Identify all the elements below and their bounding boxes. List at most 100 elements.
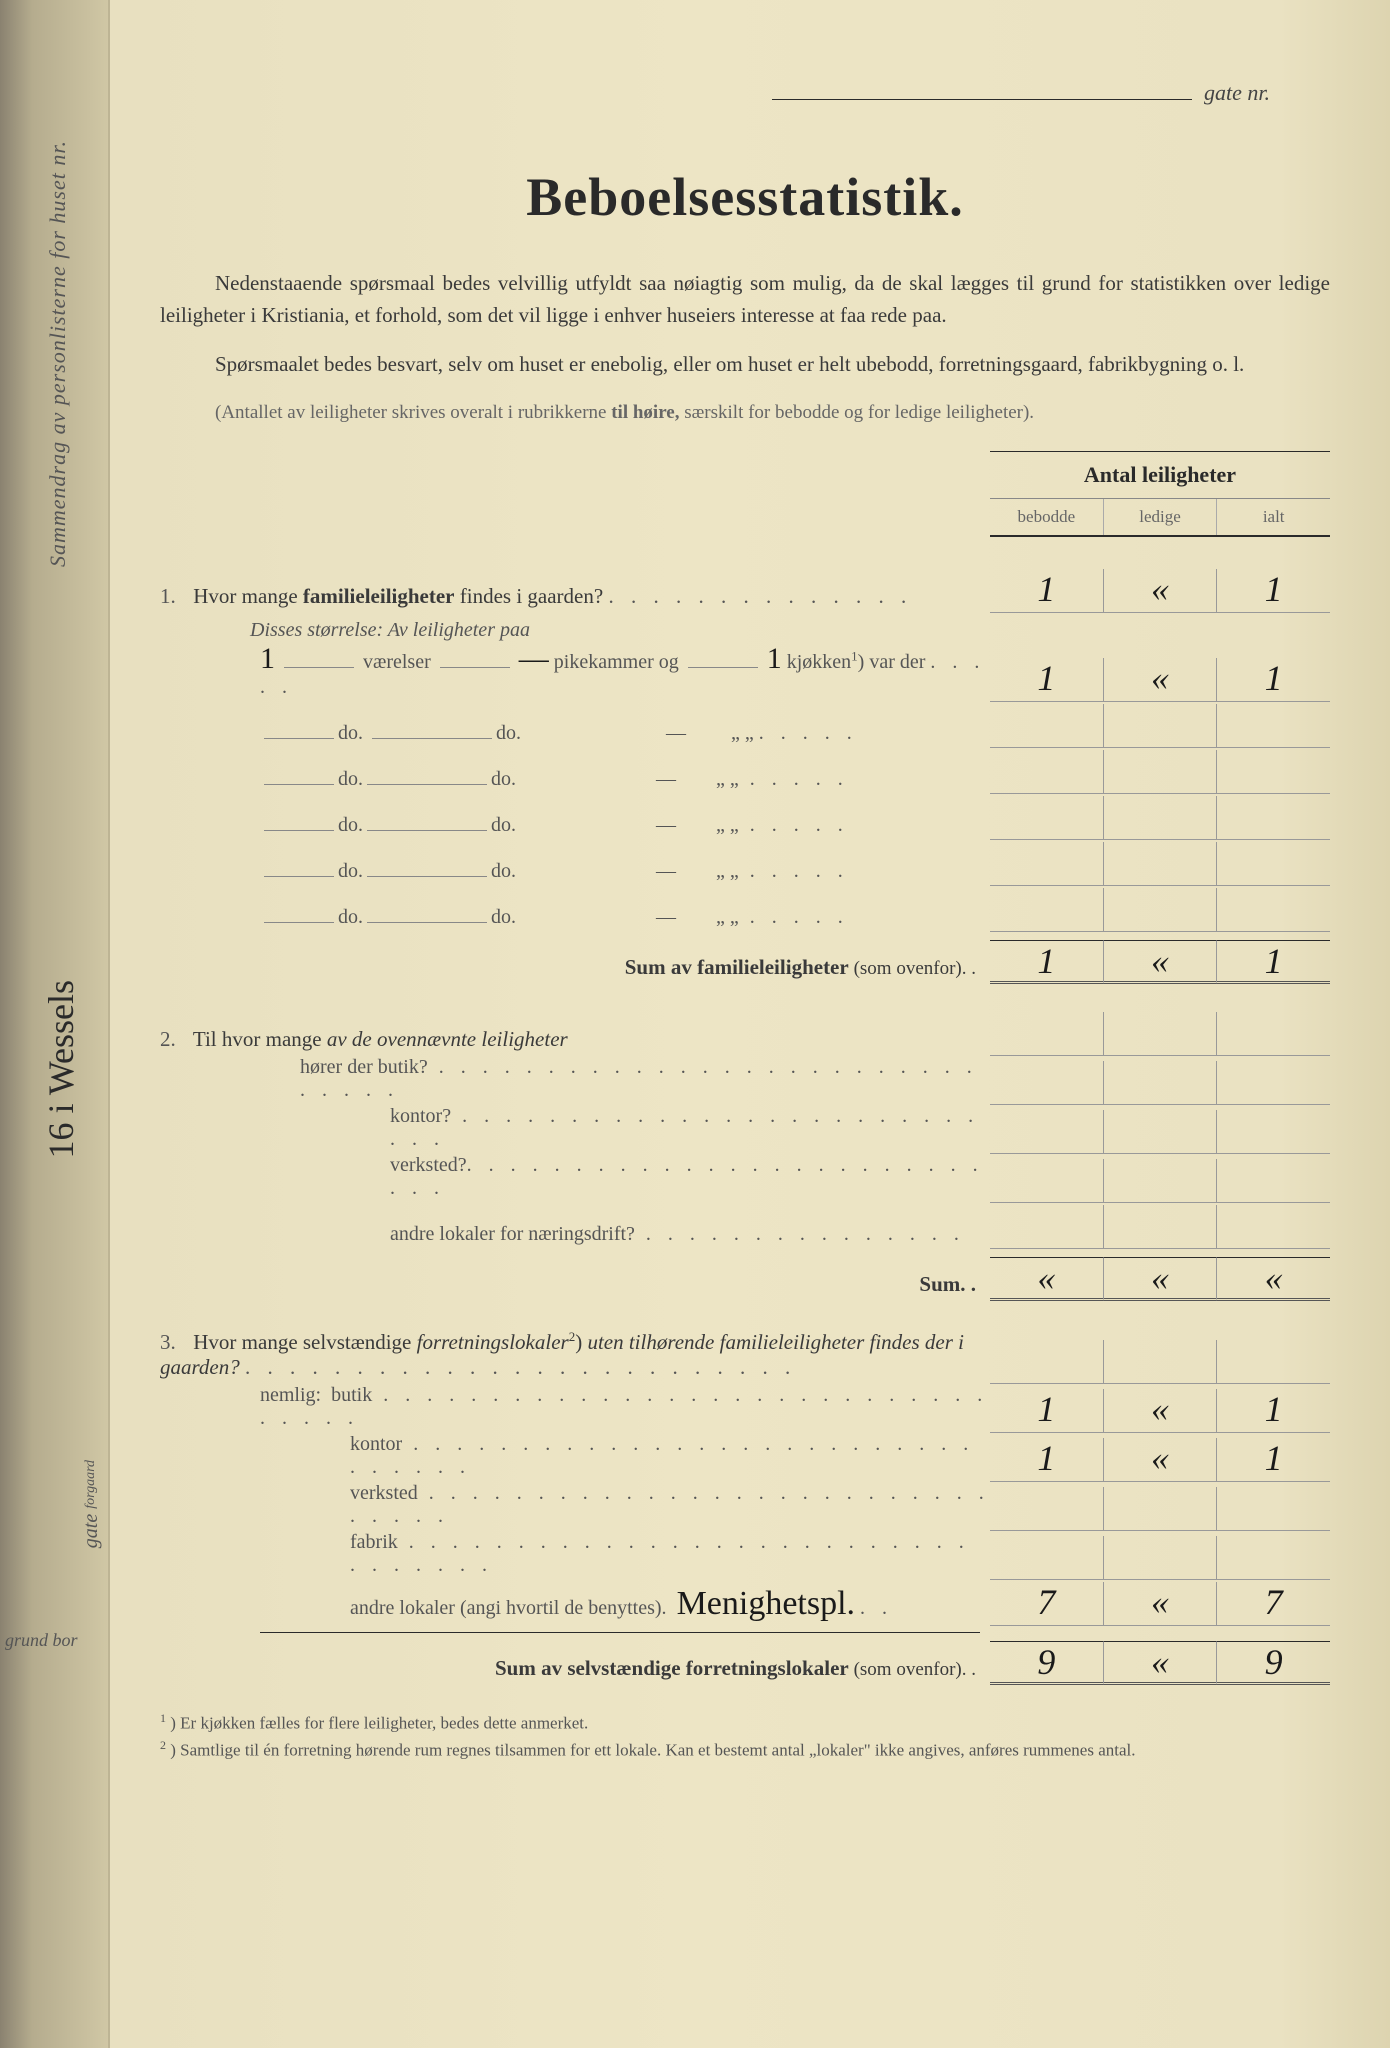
q2-line4: andre lokaler for næringsdrift? . . . . … <box>160 1203 1330 1249</box>
q2-l1: hører der butik? <box>300 1056 428 1078</box>
gate-blank <box>772 99 1192 100</box>
q2-sv2: « <box>1104 1257 1218 1301</box>
do: do. <box>338 722 363 744</box>
col-ialt: ialt <box>1217 499 1330 535</box>
q3-l1: nemlig: butik . . . . . . . . . . . . . … <box>160 1384 1330 1433</box>
q1-d1-v3: 1 <box>1217 658 1330 702</box>
q1-row: 1. Hvor mange familieleiligheter findes … <box>160 569 1330 613</box>
q2-l2: kontor? <box>390 1105 451 1127</box>
q3-l5-hand: Menighetspl. <box>677 1585 855 1623</box>
q3-row: 3. Hvor mange selvstændige forretningslo… <box>160 1329 1330 1384</box>
q1-num: 1. <box>160 584 188 609</box>
q3-sum-bold: selvstændige forretningslokaler <box>567 1656 848 1680</box>
q1-d1-v1: 1 <box>990 658 1104 702</box>
spine-forgaard: forgaard <box>83 1460 98 1509</box>
intro-para-2: Spørsmaalet bedes besvart, selv om huset… <box>160 349 1330 381</box>
intro-para-1: Nedenstaaende spørsmaal bedes velvillig … <box>160 268 1330 331</box>
q2-line1: hører der butik? . . . . . . . . . . . .… <box>160 1056 1330 1105</box>
q2-sv3: « <box>1217 1257 1330 1301</box>
q1-do-row: do.do.—„ „ . . . . . <box>160 886 1330 932</box>
q3-l3: verksted . . . . . . . . . . . . . . . .… <box>160 1482 1330 1531</box>
hand-3: 1 <box>767 642 782 676</box>
q1-b: findes i gaarden? <box>460 584 603 608</box>
q2-line2: kontor? . . . . . . . . . . . . . . . . … <box>160 1105 1330 1154</box>
q3-sv1: 9 <box>990 1641 1104 1685</box>
q3-sv3: 9 <box>1217 1641 1330 1685</box>
table-area: Antal leiligheter bebodde ledige ialt 1.… <box>160 451 1330 1763</box>
q2-sv1: « <box>990 1257 1104 1301</box>
q3-l1v2: « <box>1104 1389 1218 1433</box>
spine-text-printed: Sammendrag av personlisterne for huset n… <box>45 140 71 567</box>
q1-cells: 1 « 1 <box>990 569 1330 613</box>
q2-a: Til hvor mange <box>193 1027 327 1051</box>
gate-nr-label: gate nr. <box>1204 80 1270 105</box>
q3-a: Hvor mange selvstændige <box>193 1330 416 1354</box>
q3-l1v1: 1 <box>990 1389 1104 1433</box>
q1-sum-paren: (som ovenfor). . <box>854 958 976 979</box>
q3-sum-text: Sum av selvstændige forretningslokaler (… <box>160 1656 990 1685</box>
q2-sum-text: Sum. . <box>160 1272 990 1301</box>
q3-b: ) <box>575 1330 587 1354</box>
q3-butik: butik <box>331 1384 372 1406</box>
q2-num: 2. <box>160 1027 188 1052</box>
q2-sum-row: Sum. . « « « <box>160 1257 1330 1301</box>
q1-sv2: « <box>1104 940 1218 984</box>
hand-1: 1 <box>260 642 275 676</box>
col-bebodde: bebodde <box>990 499 1104 535</box>
page-title: Beboelsesstatistik. <box>160 166 1330 228</box>
q1-do-row: do.do.—„ „ . . . . . <box>160 794 1330 840</box>
q1-do-row: do.do.—„ „ . . . . . <box>160 748 1330 794</box>
q1-v3: 1 <box>1217 569 1330 613</box>
blank <box>688 667 758 668</box>
q3-l5v3: 7 <box>1217 1582 1330 1626</box>
intro3-bold: til høire, <box>611 402 679 423</box>
pikekammer: pikekammer og <box>554 651 679 673</box>
blank <box>440 667 510 668</box>
q2-italic: av de ovennævnte leiligheter <box>327 1027 568 1051</box>
nemlig: nemlig: <box>260 1384 321 1406</box>
q3-l5v2: « <box>1104 1582 1218 1626</box>
q3-verksted: verksted <box>350 1482 418 1504</box>
q3-andre: andre lokaler (angi hvortil de benyttes)… <box>350 1597 667 1619</box>
q3-italic: forretningslokaler <box>417 1330 569 1354</box>
col-ledige: ledige <box>1104 499 1218 535</box>
q3-sum-a: Sum av <box>495 1656 567 1680</box>
footnote-2: 2 ) Samtlige til én forretning hørende r… <box>160 1736 1330 1763</box>
spine-handwritten: 16 i Wessels <box>40 980 82 1158</box>
q3-kontor: kontor <box>350 1433 402 1455</box>
hand-2: — <box>519 642 549 676</box>
q3-num: 3. <box>160 1330 188 1355</box>
q2-line3: verksted?. . . . . . . . . . . . . . . .… <box>160 1154 1330 1203</box>
q1-d1-text: 1 værelser — pikekammer og 1 kjøkken1) v… <box>160 642 990 702</box>
intro3-a: (Antallet av leiligheter skrives overalt… <box>215 402 611 423</box>
q1-sum-row: Sum av familieleiligheter (som ovenfor).… <box>160 940 1330 984</box>
q2-row: 2. Til hvor mange av de ovennævnte leili… <box>160 1012 1330 1056</box>
spine-text2: gate forgaard <box>80 1460 103 1548</box>
var-der: ) var der <box>858 651 926 673</box>
q3-sum-paren: (som ovenfor). . <box>854 1659 976 1680</box>
q3-l2v3: 1 <box>1217 1438 1330 1482</box>
q1-do-row: do. do. — „ „ . . . . . <box>160 702 1330 748</box>
q1-detail-1: 1 værelser — pikekammer og 1 kjøkken1) v… <box>160 642 1330 702</box>
vaerelser: værelser <box>363 651 431 673</box>
fn2-text: ) Samtlige til én forretning hørende rum… <box>170 1741 1135 1760</box>
q3-sum-row: Sum av selvstændige forretningslokaler (… <box>160 1641 1330 1685</box>
q3-l2v1: 1 <box>990 1438 1104 1482</box>
document-page: Sammendrag av personlisterne for huset n… <box>0 0 1390 2048</box>
page-content: gate nr. Beboelsesstatistik. Nedenstaaen… <box>160 80 1330 1763</box>
intro3-b: særskilt for bebodde og for ledige leili… <box>684 402 1034 423</box>
footnotes: 1 ) Er kjøkken fælles for flere leilighe… <box>160 1709 1330 1763</box>
col-header-title: Antal leiligheter <box>990 451 1330 499</box>
dash: — <box>666 722 686 744</box>
q1-subintro: Disses størrelse: Av leiligheter paa <box>160 619 1330 642</box>
column-header: Antal leiligheter bebodde ledige ialt <box>990 451 1330 537</box>
col-subheaders: bebodde ledige ialt <box>990 499 1330 537</box>
q3-l2v2: « <box>1104 1438 1218 1482</box>
q3-text: 3. Hvor mange selvstændige forretningslo… <box>160 1329 990 1384</box>
q1-text: 1. Hvor mange familieleiligheter findes … <box>160 584 990 613</box>
q2-text: 2. Til hvor mange av de ovennævnte leili… <box>160 1027 990 1056</box>
q2-l4: andre lokaler for næringsdrift? <box>390 1223 635 1245</box>
q1-v2: « <box>1104 569 1218 613</box>
q1-sum-bold: familieleiligheter <box>697 955 848 979</box>
q3-l1v3: 1 <box>1217 1389 1330 1433</box>
